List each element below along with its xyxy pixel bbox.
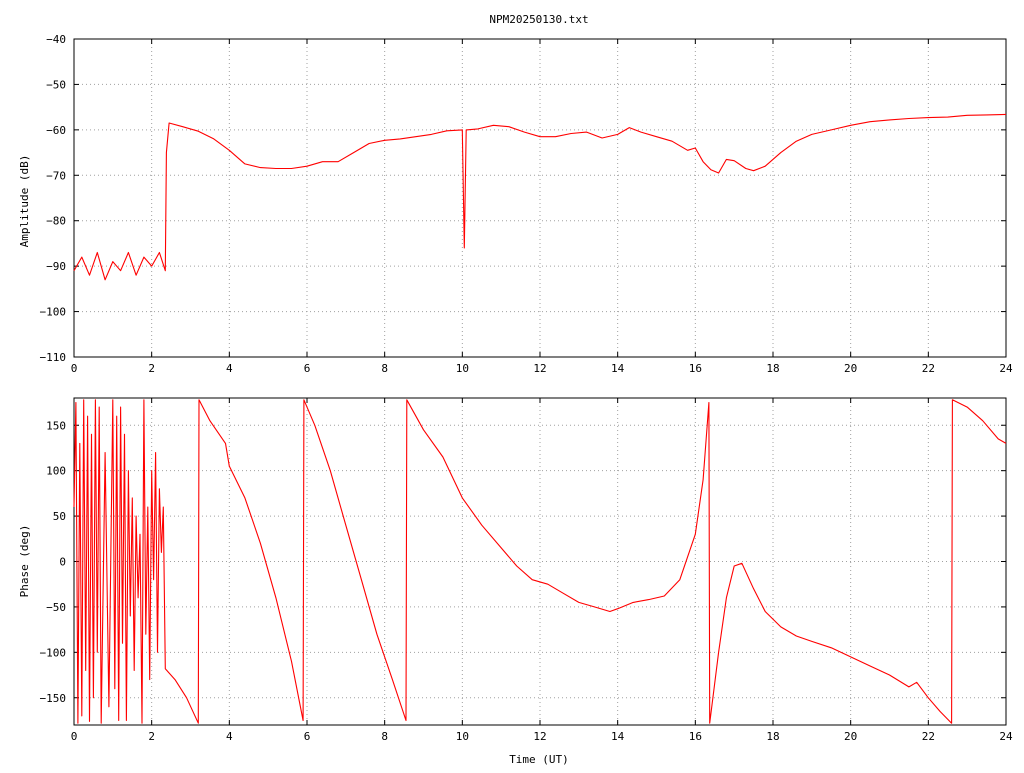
x-tick-label: 10: [456, 362, 469, 375]
x-tick-label: 12: [533, 730, 546, 743]
y-tick-label: −80: [46, 215, 66, 228]
y-tick-label: 150: [46, 419, 66, 432]
amplitude-trace: [73, 113, 1007, 281]
x-tick-label: 4: [226, 730, 233, 743]
x-tick-label: 10: [456, 730, 469, 743]
x-tick-label: 18: [766, 730, 779, 743]
x-tick-label: 6: [304, 362, 311, 375]
amplitude-panel: 0 2 4 6 8 10 12 14 16 18 20 22 24−40−50−60−70−80−90−…: [40, 33, 1013, 375]
x-tick-label: 12: [533, 362, 546, 375]
x-tick-label: 16: [689, 730, 702, 743]
y-tick-label: 0: [59, 556, 66, 569]
x-tick-label: 8: [381, 362, 388, 375]
x-tick-label: 8: [381, 730, 388, 743]
y-tick-label: −100: [40, 646, 67, 659]
y-tick-label: 50: [53, 510, 66, 523]
y-axis-label-phase: Phase (deg): [18, 525, 31, 598]
y-tick-label: −50: [46, 601, 66, 614]
x-tick-label: 22: [922, 362, 935, 375]
plot-frame: [73, 397, 1007, 726]
x-tick-label: 14: [611, 730, 625, 743]
plot-frame: [73, 38, 1007, 358]
y-axis-label-amplitude: Amplitude (dB): [18, 155, 31, 248]
x-tick-label: 18: [766, 362, 779, 375]
x-tick-label: 0: [71, 362, 78, 375]
x-axis-label: Time (UT): [509, 753, 569, 766]
x-tick-label: 4: [226, 362, 233, 375]
y-tick-label: −40: [46, 33, 66, 46]
y-tick-label: −60: [46, 124, 66, 137]
x-tick-label: 20: [844, 362, 857, 375]
x-tick-label: 16: [689, 362, 702, 375]
x-tick-label: 24: [999, 730, 1013, 743]
y-tick-label: −90: [46, 260, 66, 273]
x-tick-label: 0: [71, 730, 78, 743]
y-tick-label: −150: [40, 692, 67, 705]
x-tick-label: 2: [148, 730, 155, 743]
x-tick-label: 6: [304, 730, 311, 743]
x-tick-label: 22: [922, 730, 935, 743]
y-tick-label: −50: [46, 78, 66, 91]
phase-panel: 0 2 4 6 8 10 12 14 16 18 20 22 24−150−100−5005010015…: [40, 397, 1013, 743]
y-tick-label: −70: [46, 169, 66, 182]
phase-trace: [73, 399, 1007, 724]
y-tick-label: −110: [40, 351, 67, 364]
chart-title: NPM20250130.txt: [489, 13, 588, 26]
x-tick-label: 14: [611, 362, 625, 375]
y-tick-label: 100: [46, 465, 66, 478]
x-tick-label: 2: [148, 362, 155, 375]
x-tick-label: 24: [999, 362, 1013, 375]
y-tick-label: −100: [40, 306, 67, 319]
x-tick-label: 20: [844, 730, 857, 743]
